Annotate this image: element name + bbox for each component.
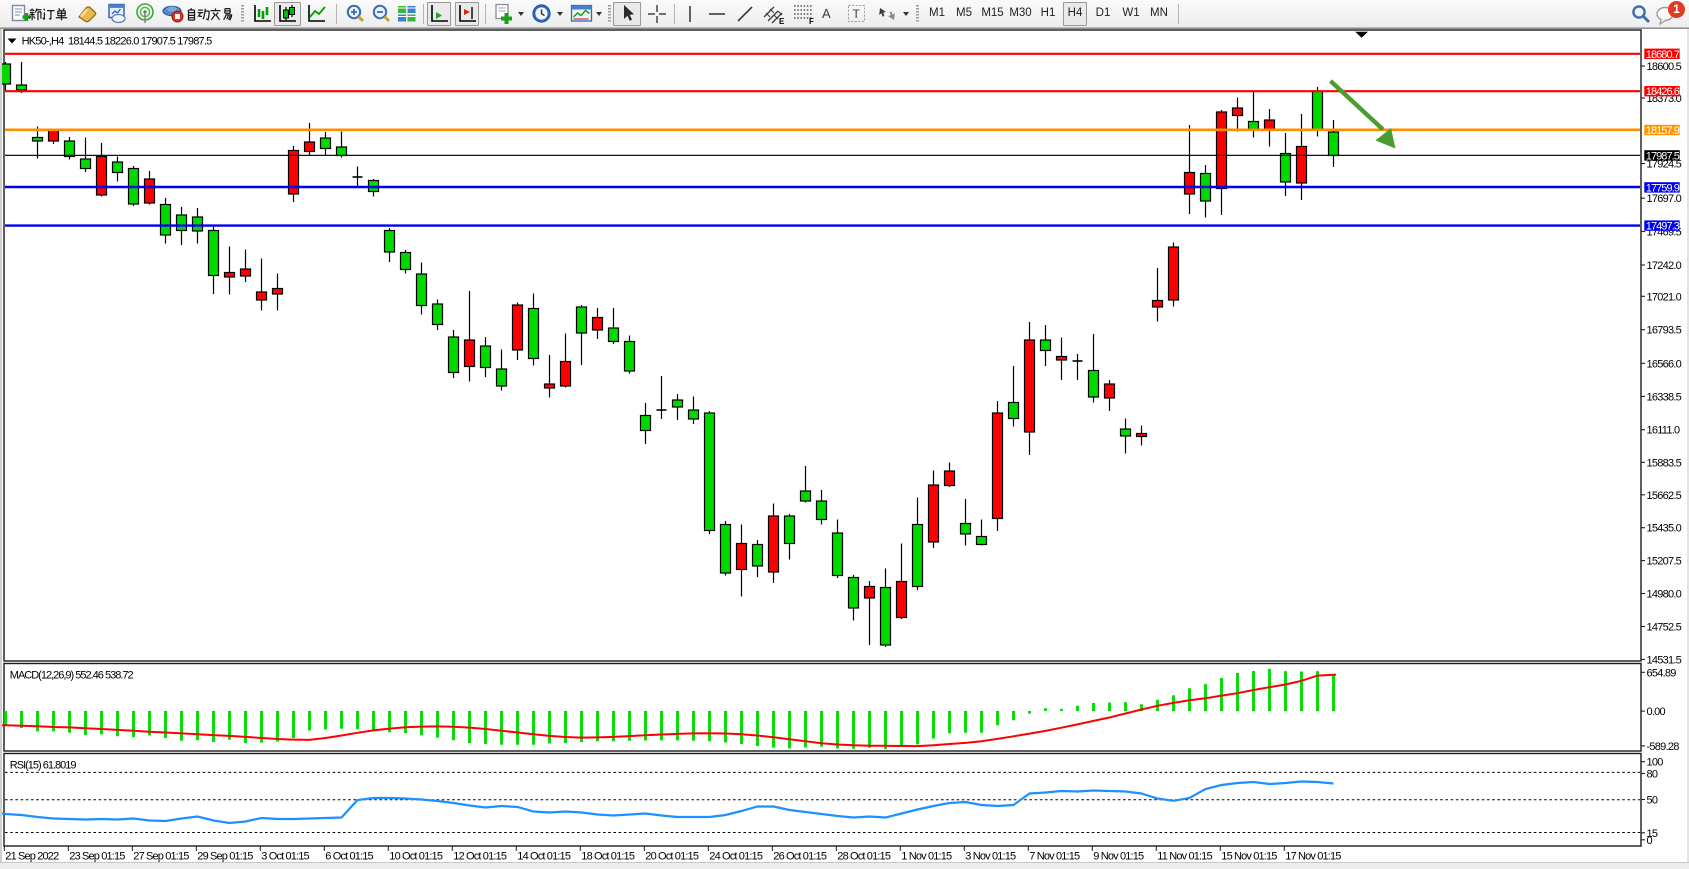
svg-text:27 Sep 01:15: 27 Sep 01:15 [133, 850, 189, 862]
svg-text:80: 80 [1647, 769, 1658, 781]
svg-text:1 Nov 01:15: 1 Nov 01:15 [901, 850, 952, 862]
svg-text:12 Oct 01:15: 12 Oct 01:15 [453, 850, 507, 862]
svg-text:3 Oct 01:15: 3 Oct 01:15 [261, 850, 309, 862]
svg-text:F: F [809, 17, 814, 25]
svg-text:0.00: 0.00 [1647, 706, 1666, 718]
svg-text:14752.5: 14752.5 [1647, 622, 1682, 634]
svg-text:26 Oct 01:15: 26 Oct 01:15 [773, 850, 827, 862]
svg-text:20 Oct 01:15: 20 Oct 01:15 [645, 850, 699, 862]
svg-text:15662.5: 15662.5 [1647, 490, 1682, 502]
svg-text:-589.28: -589.28 [1647, 741, 1680, 753]
svg-text:15883.5: 15883.5 [1647, 457, 1682, 469]
svg-text:16111.0: 16111.0 [1647, 425, 1681, 437]
svg-text:18 Oct 01:15: 18 Oct 01:15 [581, 850, 635, 862]
svg-text:21 Sep 2022: 21 Sep 2022 [5, 850, 59, 862]
svg-text:14 Oct 01:15: 14 Oct 01:15 [517, 850, 571, 862]
svg-text:17 Nov 01:15: 17 Nov 01:15 [1285, 850, 1341, 862]
svg-text:E: E [779, 17, 785, 25]
svg-text:654.89: 654.89 [1647, 667, 1677, 679]
svg-text:7 Nov 01:15: 7 Nov 01:15 [1029, 850, 1080, 862]
svg-text:T: T [853, 7, 861, 21]
svg-text:17987.5: 17987.5 [1646, 150, 1680, 162]
svg-text:15207.5: 15207.5 [1647, 556, 1682, 568]
svg-text:HK50-,H4 18144.5 18226.0 1790: HK50-,H4 18144.5 18226.0 17907.5 17987.5 [22, 35, 213, 47]
svg-text:100: 100 [1647, 757, 1664, 769]
svg-text:18600.5: 18600.5 [1647, 61, 1682, 73]
svg-text:0: 0 [1647, 835, 1653, 847]
svg-text:17759.9: 17759.9 [1646, 182, 1680, 194]
svg-text:15 Nov 01:15: 15 Nov 01:15 [1221, 850, 1277, 862]
svg-text:10 Oct 01:15: 10 Oct 01:15 [389, 850, 443, 862]
svg-text:17021.0: 17021.0 [1647, 291, 1682, 303]
svg-text:MACD(12,26,9) 552.46 538.72: MACD(12,26,9) 552.46 538.72 [10, 669, 134, 681]
svg-text:18426.6: 18426.6 [1646, 86, 1680, 98]
svg-text:17697.0: 17697.0 [1647, 193, 1682, 205]
svg-text:17242.0: 17242.0 [1647, 260, 1682, 272]
svg-text:28 Oct 01:15: 28 Oct 01:15 [837, 850, 891, 862]
svg-text:50: 50 [1647, 795, 1658, 807]
svg-text:15435.0: 15435.0 [1647, 523, 1682, 535]
svg-text:18680.7: 18680.7 [1646, 49, 1680, 61]
svg-text:11 Nov 01:15: 11 Nov 01:15 [1157, 850, 1212, 862]
svg-text:17497.3: 17497.3 [1646, 221, 1680, 233]
svg-text:23 Sep 01:15: 23 Sep 01:15 [69, 850, 125, 862]
svg-text:16338.5: 16338.5 [1647, 391, 1682, 403]
svg-text:9 Nov 01:15: 9 Nov 01:15 [1093, 850, 1144, 862]
svg-text:15: 15 [1647, 828, 1658, 840]
svg-text:16566.0: 16566.0 [1647, 358, 1682, 370]
svg-text:16793.5: 16793.5 [1647, 325, 1682, 337]
svg-text:24 Oct 01:15: 24 Oct 01:15 [709, 850, 763, 862]
svg-text:29 Sep 01:15: 29 Sep 01:15 [197, 850, 253, 862]
svg-text:6 Oct 01:15: 6 Oct 01:15 [325, 850, 373, 862]
svg-text:14531.5: 14531.5 [1647, 654, 1682, 666]
svg-text:RSI(15) 61.8019: RSI(15) 61.8019 [10, 759, 77, 771]
svg-text:3 Nov 01:15: 3 Nov 01:15 [965, 850, 1016, 862]
svg-text:14980.0: 14980.0 [1647, 589, 1682, 601]
svg-text:18157.9: 18157.9 [1646, 125, 1680, 137]
svg-text:17924.5: 17924.5 [1647, 159, 1682, 171]
